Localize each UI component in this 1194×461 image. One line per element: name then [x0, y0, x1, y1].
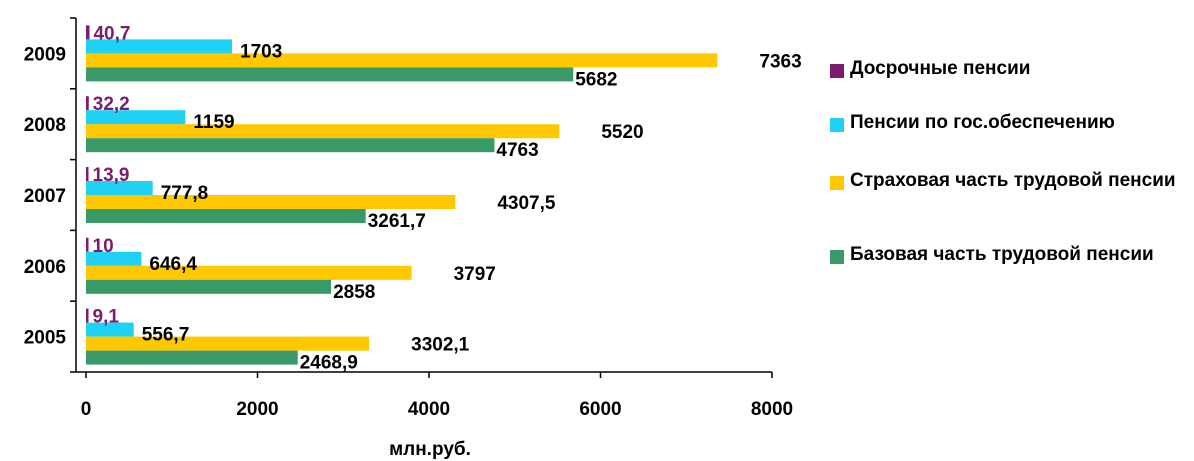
- x-axis-label: млн.руб.: [389, 439, 471, 460]
- bars-layer: [86, 25, 718, 365]
- bar-3-2007: [86, 209, 366, 223]
- legend-item-1: Пенсии по гос.обеспечению: [830, 112, 1190, 138]
- data-label-1-2008: 1159: [193, 112, 234, 133]
- data-label-0-2009: 40,7: [93, 23, 130, 44]
- data-label-2-2006: 3797: [454, 264, 496, 285]
- data-label-1-2007: 777,8: [161, 183, 209, 204]
- y-tick-label-2007: 2007: [24, 186, 66, 207]
- bar-1-2009: [86, 39, 233, 54]
- data-label-2-2007: 4307,5: [497, 193, 556, 214]
- y-tick-label-2009: 2009: [24, 44, 66, 65]
- y-tick-label-2005: 2005: [24, 328, 67, 349]
- data-label-0-2006: 10: [93, 236, 114, 257]
- data-label-3-2009: 5682: [575, 69, 617, 90]
- labels-layer: 9,1 556,7 3302,1 2468,9 2005 10 646,4 3797 2858 2…: [24, 23, 802, 420]
- bar-0-2006: [86, 237, 89, 252]
- data-label-2-2009: 7363: [759, 51, 801, 72]
- bar-0-2007: [86, 167, 89, 181]
- data-label-2-2005: 3302,1: [411, 335, 470, 356]
- y-tick-label-2008: 2008: [24, 115, 66, 136]
- bar-2-2005: [86, 336, 370, 351]
- data-label-0-2007: 13,9: [93, 165, 130, 186]
- x-tick-label-2000: 2000: [236, 399, 278, 420]
- legend-item-0: Досрочные пенсии: [830, 58, 1190, 84]
- bar-1-2008: [86, 110, 186, 125]
- bar-3-2005: [86, 350, 298, 365]
- legend-label: Страховая часть трудовой пенсии: [850, 170, 1176, 191]
- legend-swatch: [830, 64, 844, 78]
- x-tick-label-0: 0: [81, 399, 92, 420]
- legend-item-3: Базовая часть трудовой пенсии: [830, 244, 1190, 270]
- bar-3-2006: [86, 279, 332, 294]
- data-label-2-2008: 5520: [601, 122, 643, 143]
- x-tick-label-8000: 8000: [751, 399, 793, 420]
- data-label-1-2009: 1703: [240, 41, 282, 62]
- legend-label: Досрочные пенсии: [850, 58, 1031, 79]
- legend-swatch: [830, 118, 844, 132]
- x-tick-label-4000: 4000: [408, 399, 450, 420]
- bar-3-2009: [86, 67, 574, 82]
- data-label-0-2005: 9,1: [93, 307, 120, 328]
- bar-2-2007: [86, 195, 456, 209]
- bar-3-2008: [86, 138, 495, 153]
- legend-swatch: [830, 250, 844, 264]
- data-label-0-2008: 32,2: [93, 94, 130, 115]
- legend-label: Базовая часть трудовой пенсии: [850, 244, 1154, 265]
- bar-0-2005: [86, 308, 89, 323]
- data-label-3-2008: 4763: [496, 140, 538, 161]
- bar-2-2008: [86, 124, 560, 139]
- data-label-3-2006: 2858: [333, 282, 375, 303]
- axes-layer: [70, 17, 773, 378]
- bar-0-2009: [86, 25, 90, 40]
- data-label-3-2005: 2468,9: [300, 353, 358, 374]
- legend-swatch: [830, 176, 844, 190]
- bar-1-2007: [86, 181, 153, 195]
- x-tick-label-6000: 6000: [579, 399, 621, 420]
- y-tick-label-2006: 2006: [24, 257, 66, 278]
- legend-item-2: Страховая часть трудовой пенсии: [830, 170, 1190, 196]
- data-label-1-2006: 646,4: [149, 254, 197, 275]
- legend-label: Пенсии по гос.обеспечению: [850, 112, 1115, 133]
- bar-0-2008: [86, 96, 89, 111]
- data-label-1-2005: 556,7: [142, 325, 190, 346]
- bar-1-2005: [86, 322, 134, 337]
- bar-2-2009: [86, 53, 718, 68]
- bar-2-2006: [86, 265, 412, 280]
- bar-1-2006: [86, 251, 142, 266]
- data-label-3-2007: 3261,7: [368, 211, 426, 232]
